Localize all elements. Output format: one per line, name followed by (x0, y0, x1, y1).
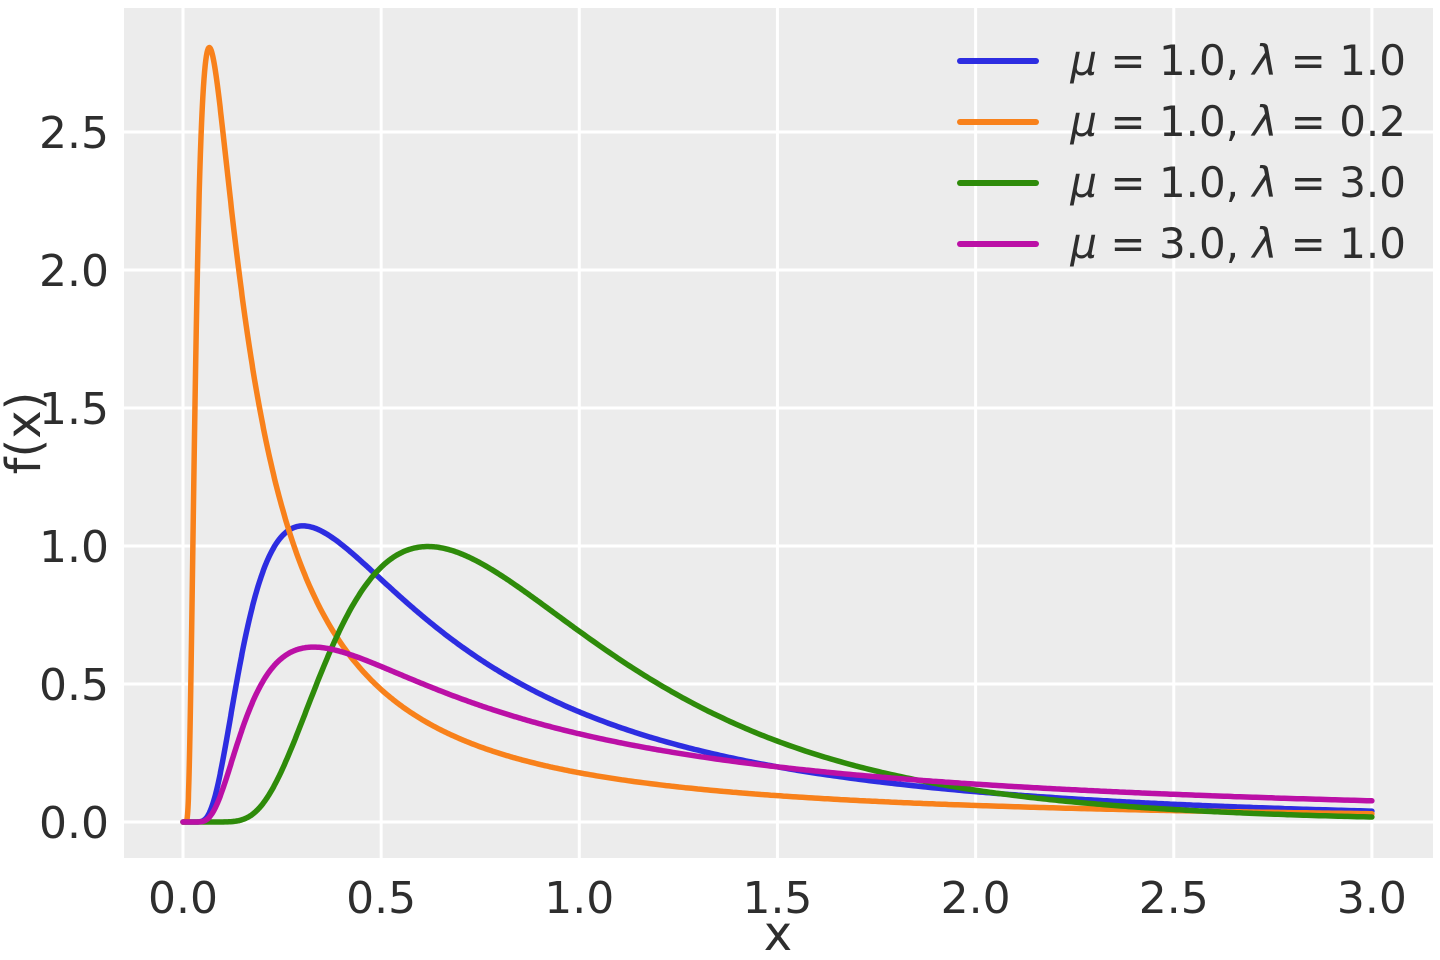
legend-line-swatch (957, 179, 1040, 186)
x-tick-label: 1.5 (742, 873, 812, 924)
y-tick-label: 1.0 (39, 522, 109, 573)
x-tick-label: 0.5 (346, 873, 416, 924)
y-axis-label: f(x) (0, 392, 52, 475)
y-tick-label: 2.0 (39, 246, 109, 297)
y-tick-label: 0.5 (39, 660, 109, 711)
legend-item: μ = 3.0, λ = 1.0 (957, 213, 1406, 274)
x-tick-label: 1.0 (544, 873, 614, 924)
series-line (180, 543, 1375, 825)
y-tick-label: 2.5 (39, 108, 109, 159)
legend-line-swatch (957, 240, 1040, 247)
legend-item: μ = 1.0, λ = 0.2 (957, 91, 1406, 152)
legend-label: μ = 3.0, λ = 1.0 (1070, 219, 1406, 268)
y-tick-label: 1.5 (39, 384, 109, 435)
legend-line-swatch (957, 57, 1040, 64)
y-tick-label: 0.0 (39, 798, 109, 849)
x-tick-label: 0.0 (148, 873, 218, 924)
legend-item: μ = 1.0, λ = 3.0 (957, 152, 1406, 213)
legend: μ = 1.0, λ = 1.0 μ = 1.0, λ = 0.2 μ = 1.0,… (957, 30, 1406, 274)
legend-label: μ = 1.0, λ = 3.0 (1070, 158, 1406, 207)
x-tick-labels: 0.0 0.5 1.0 1.5 2.0 2.5 3.0 (148, 873, 1407, 924)
x-axis-label: x (764, 906, 792, 960)
legend-label: μ = 1.0, λ = 0.2 (1070, 97, 1406, 146)
legend-line-swatch (957, 118, 1040, 125)
series-line (180, 44, 1375, 825)
series-line (180, 644, 1375, 825)
x-tick-label: 3.0 (1337, 873, 1407, 924)
x-tick-label: 2.5 (1139, 873, 1209, 924)
y-tick-labels: 0.0 0.5 1.0 1.5 2.0 2.5 (39, 108, 109, 849)
legend-item: μ = 1.0, λ = 1.0 (957, 30, 1406, 91)
gridlines (124, 8, 1433, 858)
x-tick-label: 2.0 (941, 873, 1011, 924)
legend-label: μ = 1.0, λ = 1.0 (1070, 36, 1406, 85)
series-lines (180, 44, 1375, 825)
